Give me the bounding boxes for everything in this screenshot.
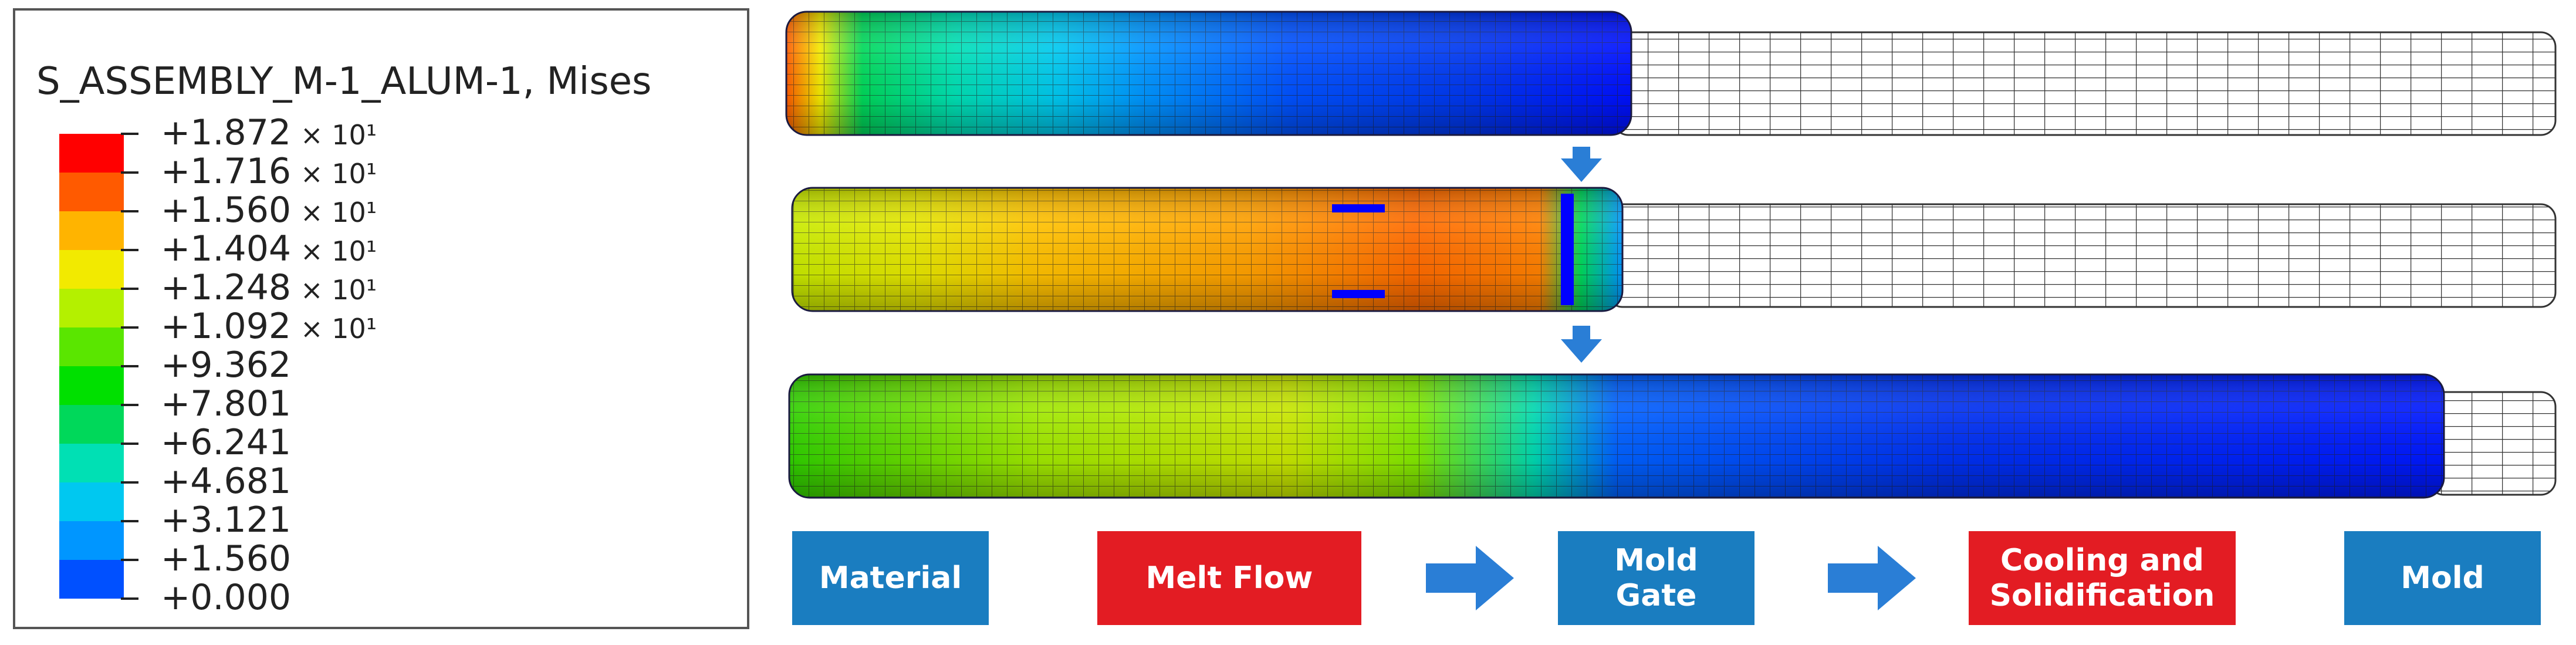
color-bar-tick — [121, 210, 138, 212]
color-bar-swatch — [59, 482, 124, 521]
color-bar-label: +6.241 — [161, 425, 291, 460]
color-bar-label: +1.092 × 10¹ — [161, 309, 377, 346]
color-bar-value: +1.716 — [161, 151, 292, 192]
legend-title: S_ASSEMBLY_M-1_ALUM-1, Mises — [36, 60, 652, 103]
color-bar-label: +0.000 — [161, 580, 291, 615]
color-bar-value: +1.092 — [161, 306, 292, 347]
color-bar-exponent: × 10¹ — [300, 235, 377, 267]
color-bar-tick — [121, 249, 138, 251]
color-bar-swatch — [59, 405, 124, 444]
color-bar-label: +7.801 — [161, 386, 291, 421]
rod-stage-2 — [791, 187, 2557, 312]
color-bar-tick — [121, 133, 138, 135]
color-bar-label: +9.362 — [161, 347, 291, 383]
color-bar-value: +1.404 — [161, 228, 292, 269]
stage-cooling-label: Cooling and Solidification — [1989, 543, 2215, 613]
color-bar-label: +1.404 × 10¹ — [161, 231, 377, 269]
color-bar-value: +6.241 — [161, 422, 292, 463]
color-bar-swatch — [59, 211, 124, 250]
color-bar-value: +3.121 — [161, 499, 292, 541]
color-bar-swatch — [59, 327, 124, 366]
color-bar-label: +4.681 — [161, 464, 291, 499]
color-bar-value: +9.362 — [161, 345, 292, 386]
stage-mold: Mold — [2344, 531, 2541, 625]
right-arrow-1-icon — [1426, 546, 1514, 610]
color-bar-label: +3.121 — [161, 502, 291, 538]
color-bar-value: +1.560 — [161, 538, 292, 579]
rod-stage-3 — [788, 373, 2557, 499]
color-bar-label: +1.560 — [161, 541, 291, 576]
right-arrow-2-icon — [1828, 546, 1916, 610]
color-bar-tick — [121, 559, 138, 561]
color-bar-exponent: × 10¹ — [300, 119, 377, 151]
color-bar-swatch — [59, 134, 124, 173]
color-bar-tick — [121, 326, 138, 329]
color-bar-swatch — [59, 289, 124, 327]
color-bar-exponent: × 10¹ — [300, 158, 377, 190]
color-bar-value: +1.560 — [161, 190, 292, 231]
color-bar-tick — [121, 365, 138, 367]
color-bar-tick — [121, 443, 138, 445]
color-bar-swatch — [59, 521, 124, 560]
stage-cooling-solidification: Cooling and Solidification — [1969, 531, 2236, 625]
legend-panel: S_ASSEMBLY_M-1_ALUM-1, Mises +1.872 × 10¹… — [13, 8, 749, 629]
color-bar-exponent: × 10¹ — [300, 197, 377, 228]
stage-melt-flow: Melt Flow — [1097, 531, 1361, 625]
color-bar-tick — [121, 597, 138, 600]
color-bar-tick — [121, 520, 138, 522]
color-bar-swatch — [59, 250, 124, 289]
color-bar-value: +4.681 — [161, 461, 292, 502]
color-bar-swatch — [59, 560, 124, 599]
color-bar-value: +1.872 — [161, 112, 292, 153]
color-bar-tick — [121, 481, 138, 484]
stage-mold-label: Mold — [2401, 560, 2484, 596]
color-bar-exponent: × 10¹ — [300, 313, 377, 345]
color-bar-value: +7.801 — [161, 383, 292, 424]
color-bar-value: +1.248 — [161, 267, 292, 308]
rod-stage-1 — [785, 11, 2557, 136]
stage-melt-flow-label: Melt Flow — [1145, 560, 1313, 596]
color-bar-tick — [121, 288, 138, 290]
stage-material-label: Material — [819, 560, 962, 596]
color-bar-label: +1.248 × 10¹ — [161, 270, 377, 308]
down-arrow-1-icon — [1561, 147, 1602, 182]
color-bar-label: +1.716 × 10¹ — [161, 154, 377, 191]
color-bar-tick — [121, 404, 138, 406]
stage-mold-gate-label: Mold Gate — [1614, 543, 1698, 613]
color-bar-tick — [121, 171, 138, 174]
down-arrow-2-icon — [1561, 326, 1602, 363]
color-bar-label: +1.872 × 10¹ — [161, 115, 377, 153]
color-bar-value: +0.000 — [161, 577, 292, 618]
color-bar-swatch — [59, 444, 124, 482]
color-bar-label: +1.560 × 10¹ — [161, 193, 377, 230]
stage-mold-gate: Mold Gate — [1558, 531, 1754, 625]
color-bar-swatch — [59, 173, 124, 211]
stage-material: Material — [792, 531, 989, 625]
color-bar-exponent: × 10¹ — [300, 274, 377, 306]
color-bar-swatch — [59, 366, 124, 405]
